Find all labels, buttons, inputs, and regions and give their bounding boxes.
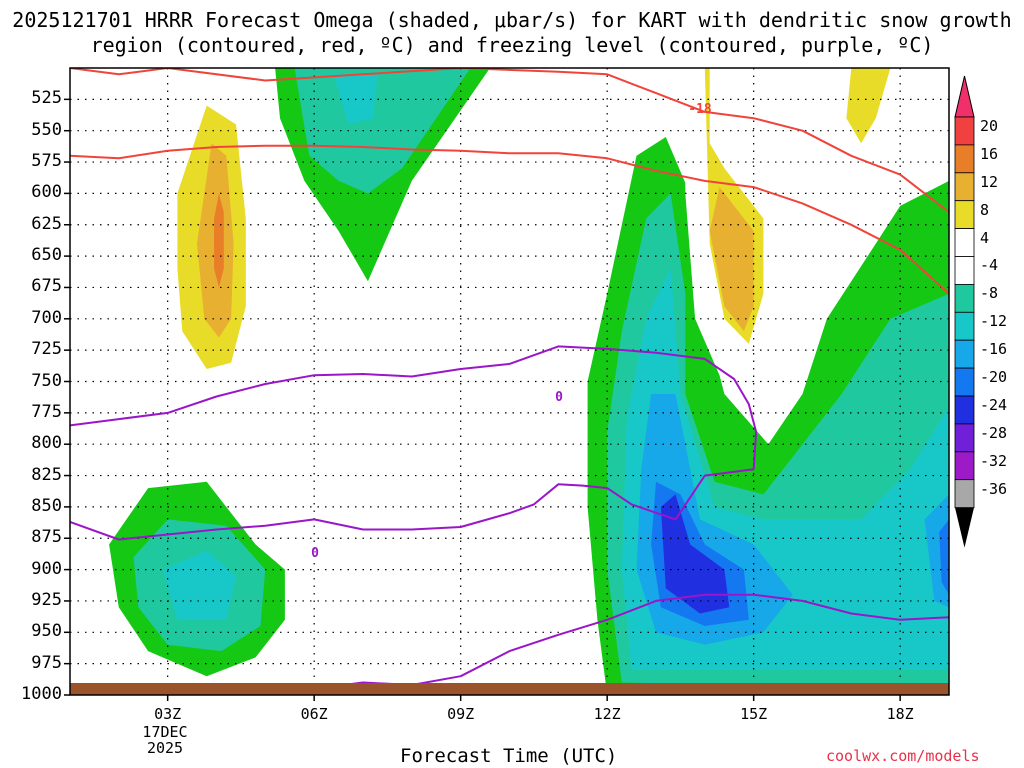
- colorbar-label-9: -20: [980, 368, 1008, 386]
- x-tick-label-09Z: 09Z: [447, 705, 475, 723]
- y-tick-label-1000: 1000: [21, 684, 62, 704]
- omega-region-20: [709, 187, 754, 332]
- colorbar: [954, 75, 975, 548]
- colorbar-bottom-arrow: [955, 507, 974, 548]
- colorbar-label-5: -4: [980, 256, 999, 275]
- omega-shaded-regions: [109, 68, 949, 695]
- colorbar-segment-4: [954, 200, 975, 229]
- credit-link[interactable]: coolwx.com/models: [826, 747, 980, 765]
- y-tick-label-575: 575: [31, 151, 62, 172]
- colorbar-segment-2: [954, 144, 975, 174]
- colorbar-label-1: 16: [980, 144, 999, 163]
- y-tick-label-675: 675: [31, 276, 62, 297]
- colorbar-segment-1: [954, 116, 975, 146]
- x-date-year: 2025: [146, 739, 184, 757]
- ground-strip: [70, 683, 949, 695]
- x-tick-label-03Z: 03Z: [154, 705, 182, 723]
- colorbar-label-13: -36: [980, 479, 1008, 498]
- omega-region-11: [162, 550, 236, 620]
- y-tick-label-600: 600: [31, 182, 62, 203]
- axis-ticks: [64, 98, 901, 701]
- chart-title: 2025121701 HRRR Forecast Omega (shaded, …: [12, 8, 1012, 57]
- colorbar-label-7: -12: [980, 312, 1008, 331]
- y-tick-label-975: 975: [31, 652, 62, 673]
- x-tick-label-12Z: 12Z: [593, 705, 621, 723]
- x-tick-label-18Z: 18Z: [886, 705, 914, 723]
- freezing-contour-label-a: 0: [555, 390, 563, 405]
- colorbar-segment-12: [954, 423, 975, 453]
- colorbar-label-2: 12: [980, 172, 999, 191]
- y-tick-label-750: 750: [31, 370, 62, 391]
- colorbar-segment-7: [954, 283, 975, 313]
- colorbar-segment-14: [954, 479, 975, 509]
- colorbar-label-4: 4: [980, 228, 990, 247]
- x-date-day: 17DEC: [142, 723, 188, 741]
- omega-region-5: [294, 68, 471, 194]
- colorbar-label-10: -24: [980, 395, 1008, 414]
- freezing-contour-label-b: 0: [311, 546, 319, 561]
- dendritic-contour-label: -18: [688, 102, 712, 117]
- colorbar-top-arrow: [954, 75, 975, 118]
- y-tick-label-550: 550: [31, 119, 62, 140]
- freezing-contour-upper: [70, 345, 758, 541]
- omega-region-8: [348, 425, 471, 664]
- colorbar-label-8: -16: [980, 340, 1008, 359]
- y-tick-label-950: 950: [31, 621, 62, 642]
- omega-region-3: [214, 193, 224, 288]
- omega-region-17: [660, 494, 730, 614]
- y-tick-label-850: 850: [31, 495, 62, 516]
- omega-region-7: [475, 155, 554, 432]
- y-tick-label-525: 525: [31, 88, 62, 109]
- colorbar-segment-3: [954, 172, 975, 202]
- y-tick-label-725: 725: [31, 339, 62, 360]
- colorbar-segment-13: [954, 451, 975, 481]
- y-tick-label-800: 800: [31, 433, 62, 454]
- y-tick-label-775: 775: [31, 401, 62, 422]
- colorbar-segment-10: [954, 367, 975, 397]
- x-tick-label-06Z: 06Z: [300, 705, 328, 723]
- y-tick-label-825: 825: [31, 464, 62, 485]
- y-tick-label-900: 900: [31, 558, 62, 579]
- dendritic-contour-upper: [70, 68, 949, 213]
- colorbar-segment-6: [954, 256, 975, 285]
- y-tick-label-650: 650: [31, 245, 62, 266]
- omega-region-24: [939, 519, 949, 595]
- colorbar-label-12: -32: [980, 451, 1008, 470]
- dendritic-contour-lower: [70, 144, 949, 295]
- colorbar-segment-8: [954, 311, 975, 341]
- y-tick-label-925: 925: [31, 589, 62, 610]
- y-tick-label-700: 700: [31, 307, 62, 328]
- x-tick-label-15Z: 15Z: [740, 705, 768, 723]
- y-tick-label-875: 875: [31, 527, 62, 548]
- colorbar-label-0: 20: [980, 116, 999, 135]
- colorbar-segment-5: [954, 228, 975, 257]
- colorbar-label-11: -28: [980, 423, 1008, 442]
- x-axis-title: Forecast Time (UTC): [400, 745, 618, 767]
- omega-region-22: [846, 68, 891, 144]
- colorbar-label-6: -8: [980, 284, 999, 303]
- colorbar-segment-9: [954, 339, 975, 369]
- y-tick-label-625: 625: [31, 213, 62, 234]
- colorbar-segment-11: [954, 395, 975, 425]
- colorbar-label-3: 8: [980, 200, 990, 219]
